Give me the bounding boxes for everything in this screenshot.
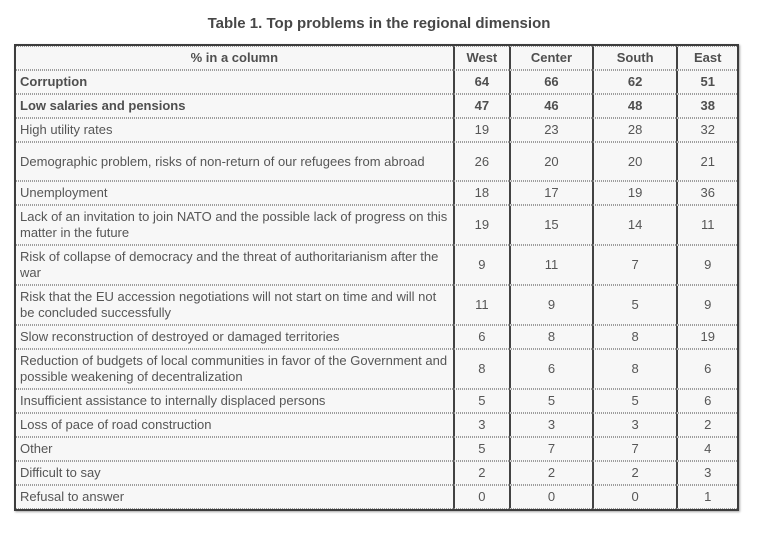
table-row: Insufficient assistance to internally di… [16, 389, 737, 413]
row-value: 15 [509, 205, 592, 245]
row-label: Corruption [16, 70, 453, 94]
row-label: Other [16, 437, 453, 461]
row-value: 9 [676, 285, 737, 325]
row-value: 6 [452, 325, 510, 349]
table-row: Slow reconstruction of destroyed or dama… [16, 325, 737, 349]
row-value: 3 [591, 413, 677, 437]
row-value: 2 [452, 461, 510, 485]
problems-table: % in a column West Center South East Corrup… [14, 44, 739, 511]
row-value: 4 [676, 437, 737, 461]
row-value: 9 [452, 245, 510, 285]
row-label: Demographic problem, risks of non-return… [16, 142, 453, 181]
row-value: 11 [676, 205, 737, 245]
row-value: 0 [591, 485, 677, 509]
row-value: 0 [452, 485, 510, 509]
row-value: 17 [509, 181, 592, 205]
row-label: Low salaries and pensions [16, 94, 453, 118]
row-value: 8 [509, 325, 592, 349]
row-value: 28 [591, 118, 677, 142]
row-value: 5 [509, 389, 592, 413]
table-row: Demographic problem, risks of non-return… [16, 142, 737, 181]
row-label: Unemployment [16, 181, 453, 205]
row-value: 66 [509, 70, 592, 94]
row-value: 2 [676, 413, 737, 437]
row-value: 2 [591, 461, 677, 485]
row-value: 1 [676, 485, 737, 509]
row-label: Risk of collapse of democracy and the th… [16, 245, 453, 285]
row-value: 32 [676, 118, 737, 142]
header-row: % in a column West Center South East [16, 46, 737, 70]
row-value: 8 [591, 349, 677, 389]
row-value: 9 [509, 285, 592, 325]
row-value: 6 [676, 349, 737, 389]
table-title: Table 1. Top problems in the regional di… [207, 15, 551, 32]
column-header-label: % in a column [16, 46, 453, 70]
row-value: 11 [452, 285, 510, 325]
table-row: Risk that the EU accession negotiations … [16, 285, 737, 325]
row-value: 6 [676, 389, 737, 413]
row-value: 3 [509, 413, 592, 437]
row-value: 19 [452, 118, 510, 142]
row-label: Slow reconstruction of destroyed or dama… [16, 325, 453, 349]
row-label: Risk that the EU accession negotiations … [16, 285, 453, 325]
row-label: Refusal to answer [16, 485, 453, 509]
row-value: 7 [591, 245, 677, 285]
row-value: 7 [591, 437, 677, 461]
table-row: Reduction of budgets of local communitie… [16, 349, 737, 389]
row-value: 36 [676, 181, 737, 205]
column-header-west: West [452, 46, 510, 70]
row-value: 11 [509, 245, 592, 285]
row-value: 5 [591, 285, 677, 325]
table-row: Lack of an invitation to join NATO and t… [16, 205, 737, 245]
row-label: Reduction of budgets of local communitie… [16, 349, 453, 389]
row-value: 6 [509, 349, 592, 389]
row-label: Loss of pace of road construction [16, 413, 453, 437]
table-row: Other 5 7 7 4 [16, 437, 737, 461]
table-row: High utility rates 19 23 28 32 [16, 118, 737, 142]
row-value: 26 [452, 142, 510, 181]
row-label: Insufficient assistance to internally di… [16, 389, 453, 413]
row-value: 8 [452, 349, 510, 389]
row-value: 19 [452, 205, 510, 245]
row-value: 21 [676, 142, 737, 181]
row-value: 2 [509, 461, 592, 485]
row-value: 47 [452, 94, 510, 118]
row-value: 38 [676, 94, 737, 118]
column-header-center: Center [509, 46, 592, 70]
row-value: 48 [591, 94, 677, 118]
table-row: Low salaries and pensions 47 46 48 38 [16, 94, 737, 118]
column-header-south: South [591, 46, 677, 70]
row-value: 20 [509, 142, 592, 181]
row-value: 19 [591, 181, 677, 205]
row-value: 14 [591, 205, 677, 245]
row-value: 3 [676, 461, 737, 485]
row-value: 62 [591, 70, 677, 94]
row-value: 3 [452, 413, 510, 437]
row-value: 9 [676, 245, 737, 285]
row-value: 0 [509, 485, 592, 509]
row-value: 46 [509, 94, 592, 118]
row-value: 8 [591, 325, 677, 349]
row-label: High utility rates [16, 118, 453, 142]
column-header-east: East [676, 46, 737, 70]
row-label: Lack of an invitation to join NATO and t… [16, 205, 453, 245]
table-row: Corruption 64 66 62 51 [16, 70, 737, 94]
row-value: 7 [509, 437, 592, 461]
row-value: 18 [452, 181, 510, 205]
table-row: Loss of pace of road construction 3 3 3 2 [16, 413, 737, 437]
row-label: Difficult to say [16, 461, 453, 485]
table-row: Risk of collapse of democracy and the th… [16, 245, 737, 285]
row-value: 64 [452, 70, 510, 94]
row-value: 5 [591, 389, 677, 413]
table-row: Unemployment 18 17 19 36 [16, 181, 737, 205]
row-value: 20 [591, 142, 677, 181]
row-value: 51 [676, 70, 737, 94]
row-value: 23 [509, 118, 592, 142]
row-value: 5 [452, 389, 510, 413]
row-value: 5 [452, 437, 510, 461]
row-value: 19 [676, 325, 737, 349]
table-row: Refusal to answer 0 0 0 1 [16, 485, 737, 509]
table-row: Difficult to say 2 2 2 3 [16, 461, 737, 485]
